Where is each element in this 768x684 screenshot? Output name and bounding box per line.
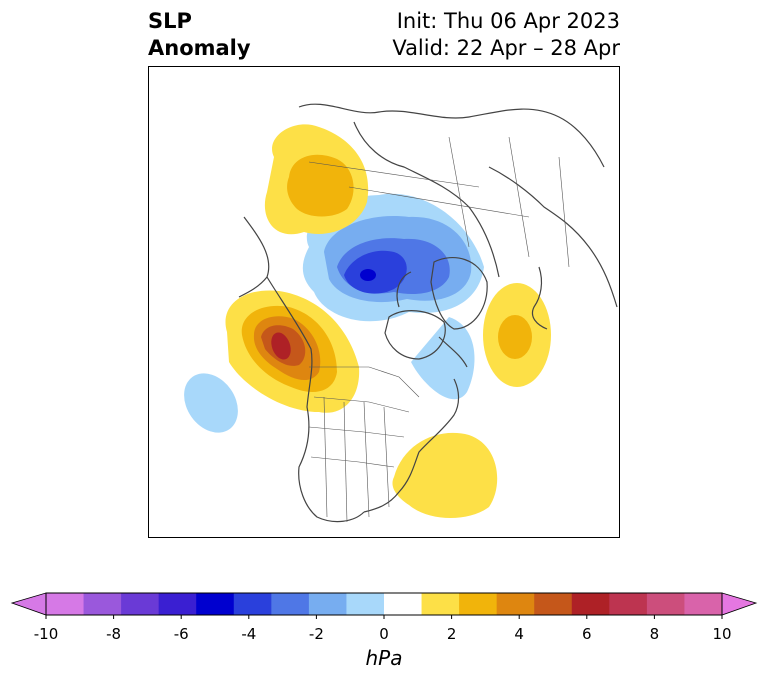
forecast-dates: Init: Thu 06 Apr 2023 Valid: 22 Apr – 28… [392, 8, 620, 62]
anomaly-contour-neg1b [411, 317, 475, 400]
positive-anomaly-north-atlantic [483, 283, 551, 387]
colorbar-units: hPa [365, 646, 403, 670]
colorbar-segment [158, 593, 197, 615]
colorbar-segment [609, 593, 648, 615]
colorbar-segment [121, 593, 160, 615]
colorbar-segment [346, 593, 385, 615]
negative-anomaly-pacific [184, 373, 238, 433]
colorbar-tick-label: -10 [33, 625, 59, 643]
init-date: Init: Thu 06 Apr 2023 [396, 9, 620, 33]
colorbar-segment [233, 593, 272, 615]
positive-anomaly-western-atlantic [392, 432, 498, 519]
colorbar-tick-label: -8 [106, 625, 122, 643]
colorbar-tick-label: 2 [446, 625, 457, 643]
colorbar-tick-label: 8 [649, 625, 660, 643]
colorbar-tick-label: -4 [241, 625, 257, 643]
anomaly-contour-neg4 [344, 250, 407, 294]
colorbar-tick-label: -6 [173, 625, 189, 643]
colorbar-tick-label: -2 [308, 625, 324, 643]
colorbar-extend-low [10, 592, 47, 616]
coastlines [238, 103, 618, 523]
anomaly-contour-pos2 [498, 315, 532, 359]
colorbar-extend-high [721, 592, 758, 616]
colorbar-segment [534, 593, 573, 615]
colorbar-ticks [45, 615, 723, 619]
title-variable-qualifier: Anomaly [148, 36, 251, 60]
colorbar-segment [384, 593, 423, 615]
positive-anomaly-gulf-of-alaska [225, 290, 360, 413]
colorbar-tick-label: 4 [514, 625, 524, 643]
colorbar-tick-label: 0 [379, 625, 389, 643]
colorbar-segment [496, 593, 535, 615]
anomaly-contour-pos2 [287, 154, 354, 217]
map-panel [148, 66, 620, 538]
valid-range: Valid: 22 Apr – 28 Apr [392, 36, 620, 60]
colorbar-tick-label: 10 [712, 625, 732, 643]
colorbar-segment [271, 593, 310, 615]
colorbar [10, 592, 758, 619]
positive-anomaly-siberia [264, 124, 369, 235]
colorbar-segment [459, 593, 498, 615]
anomaly-contour-pos5 [271, 332, 291, 360]
colorbar-segment [196, 593, 235, 615]
colorbar-segment [646, 593, 685, 615]
map-title: SLP Anomaly [148, 8, 251, 62]
title-variable: SLP [148, 9, 192, 33]
colorbar-segment [308, 593, 347, 615]
anomaly-map [184, 103, 618, 523]
colorbar-tick-label: 6 [582, 625, 592, 643]
colorbar-segments [46, 593, 723, 615]
political-boundaries [308, 136, 570, 523]
colorbar-segment [571, 593, 610, 615]
colorbar-segment [421, 593, 460, 615]
colorbar-segment [46, 593, 85, 615]
colorbar-segment [684, 593, 723, 615]
anomaly-contour-neg5 [360, 269, 376, 281]
colorbar-segment [83, 593, 122, 615]
